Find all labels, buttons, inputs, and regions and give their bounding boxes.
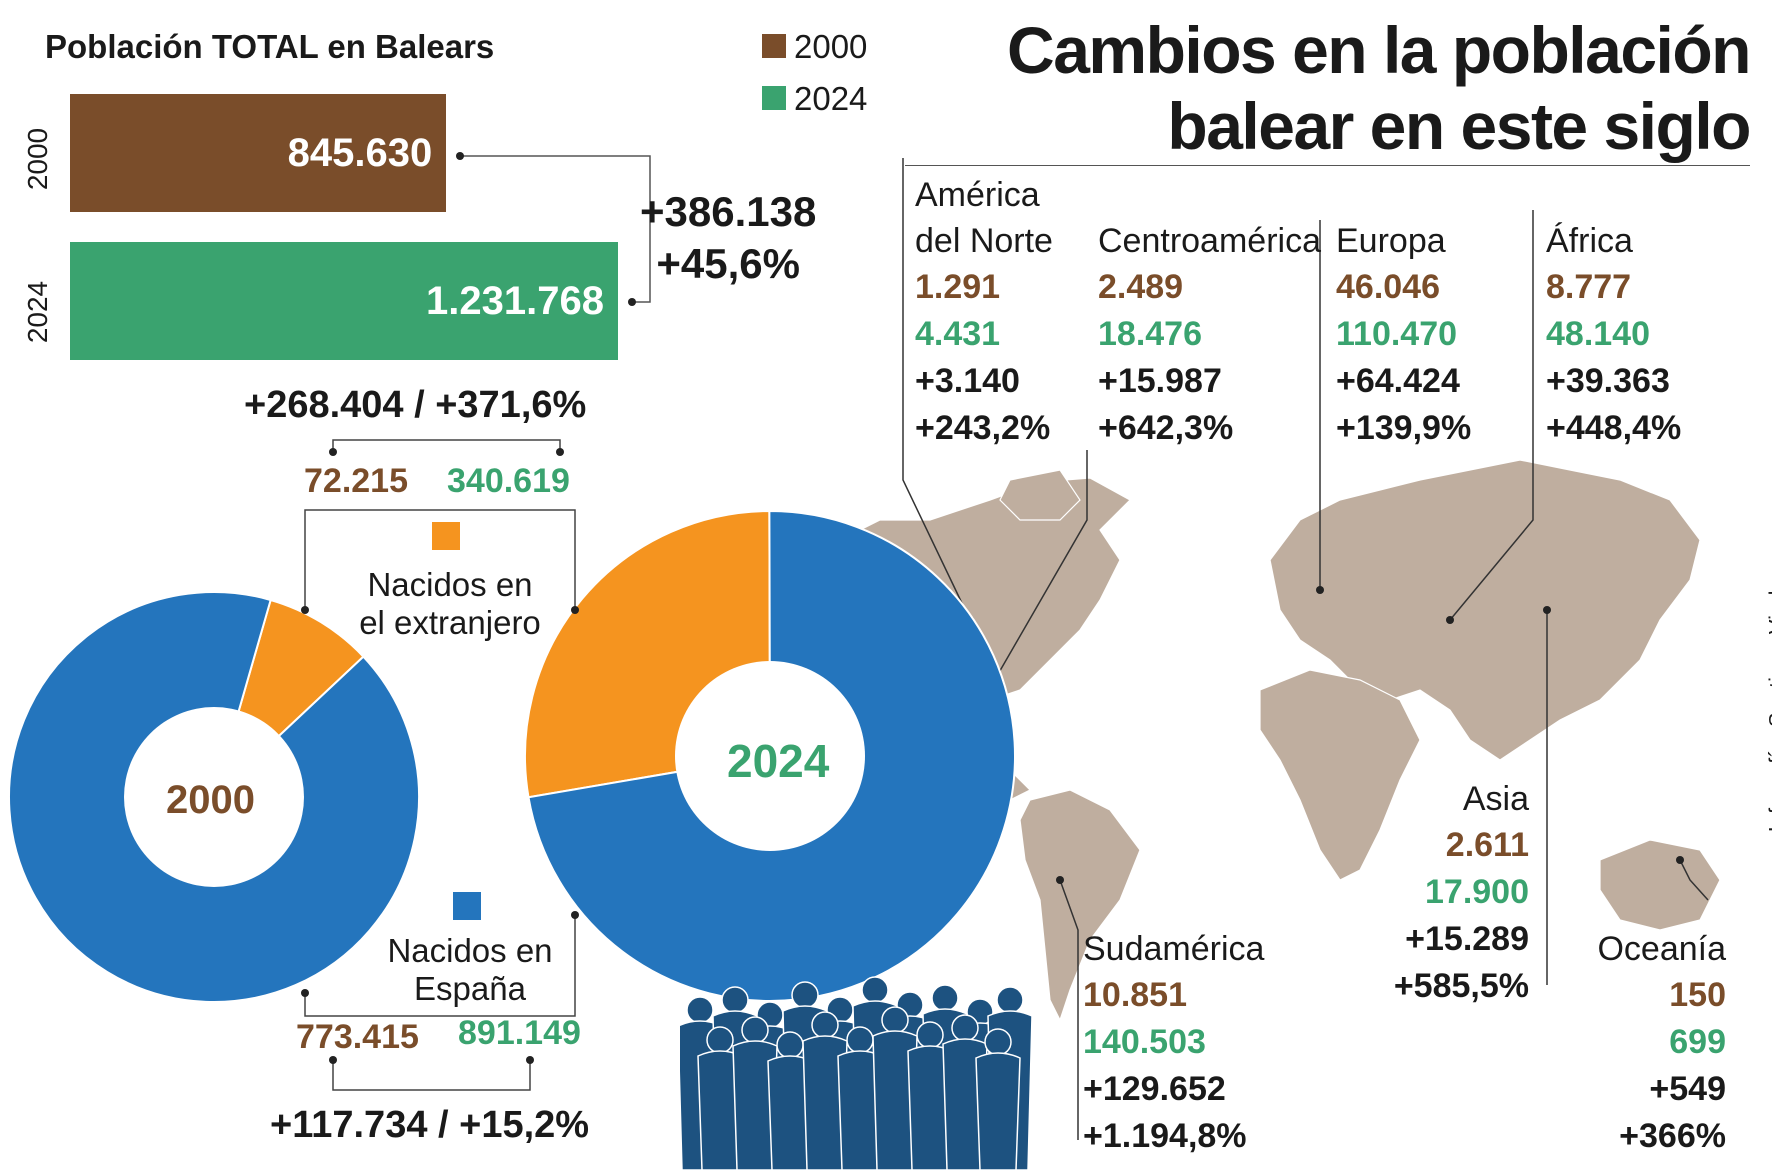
person-head <box>984 1028 1012 1056</box>
person-head <box>686 996 714 1024</box>
region-south-america: Sudamérica 10.851 140.503 +129.652 +1.19… <box>1083 930 1265 1155</box>
bar-chart-title: Población TOTAL en Balears <box>45 28 495 65</box>
legend-swatch-2024 <box>762 86 786 110</box>
region-africa: África 8.777 48.140 +39.363 +448,4% <box>1546 222 1682 447</box>
donut-2000-hole <box>124 707 304 887</box>
donut-charts <box>8 439 1016 1091</box>
title-line-2: balear en este siglo <box>1167 89 1751 163</box>
spain-2000-value: 773.415 <box>296 1018 419 1056</box>
donut-2024 <box>524 509 1016 1002</box>
bar-2000: 845.630 <box>70 94 447 212</box>
bar-value-2024: 1.231.768 <box>426 279 604 323</box>
spain-change: +117.734 / +15,2% <box>270 1104 590 1146</box>
person-body <box>975 1052 1021 1170</box>
donut-center-2000: 2000 <box>166 778 255 822</box>
person-head <box>931 984 959 1012</box>
person-head <box>916 1021 944 1049</box>
person-head <box>791 981 819 1009</box>
title-divider <box>905 165 1750 166</box>
map-africa <box>1259 669 1421 881</box>
donut-2024-hole <box>675 661 865 851</box>
bar-2024: 1.231.768 <box>70 242 618 360</box>
foreign-swatch <box>432 522 460 550</box>
person-head <box>846 1026 874 1054</box>
foreign-label: Nacidos en el extranjero <box>359 566 541 641</box>
legend-swatch-2000 <box>762 34 786 58</box>
crowd-silhouette-icon <box>680 976 1033 1170</box>
foreign-change: +268.404 / +371,6% <box>244 384 587 426</box>
total-change: +386.138 +45,6% <box>640 186 816 290</box>
map-greenland <box>999 469 1081 521</box>
region-europe: Europa 46.046 110.470 +64.424 +139,9% <box>1336 222 1472 447</box>
spain-2024-value: 891.149 <box>458 1014 581 1052</box>
person-head <box>721 986 749 1014</box>
title-line-1: Cambios en la población <box>1007 13 1751 87</box>
bar-change-bracket <box>456 152 651 306</box>
map-australia <box>1599 839 1721 931</box>
total-change-absolute: +386.138 <box>640 188 817 235</box>
person-head <box>996 986 1024 1014</box>
region-central-america: Centroamérica 2.489 18.476 +15.987 +642,… <box>1098 222 1321 447</box>
spain-swatch <box>453 892 481 920</box>
region-north-america: América del Norte 1.291 4.431 +3.140 +24… <box>915 176 1053 447</box>
donut-2000 <box>8 591 421 1003</box>
person-head <box>811 1011 839 1039</box>
region-oceania: Oceanía 150 699 +549 +366% <box>1597 930 1726 1155</box>
map-south-america <box>1019 789 1141 1022</box>
person-head <box>741 1016 769 1044</box>
person-head <box>881 1006 909 1034</box>
person-head <box>951 1014 979 1042</box>
bar-value-2000: 845.630 <box>287 131 433 175</box>
legend-label-2024: 2024 <box>794 80 868 117</box>
page-title: Cambios en la población balear en este s… <box>1007 12 1751 164</box>
person-head <box>861 976 889 1004</box>
foreign-2024-value: 340.619 <box>447 462 570 500</box>
person-head <box>706 1026 734 1054</box>
donut-center-2024: 2024 <box>727 735 830 787</box>
person-head <box>776 1031 804 1059</box>
region-asia: Asia 2.611 17.900 +15.289 +585,5% <box>1393 780 1529 1005</box>
spain-label: Nacidos en España <box>387 932 553 1007</box>
legend-label-2000: 2000 <box>794 28 868 65</box>
foreign-2000-value: 72.215 <box>304 462 408 500</box>
total-change-percent: +45,6% <box>656 240 800 287</box>
credit-label: Infografía: Santiago Viedma <box>1764 560 1772 833</box>
